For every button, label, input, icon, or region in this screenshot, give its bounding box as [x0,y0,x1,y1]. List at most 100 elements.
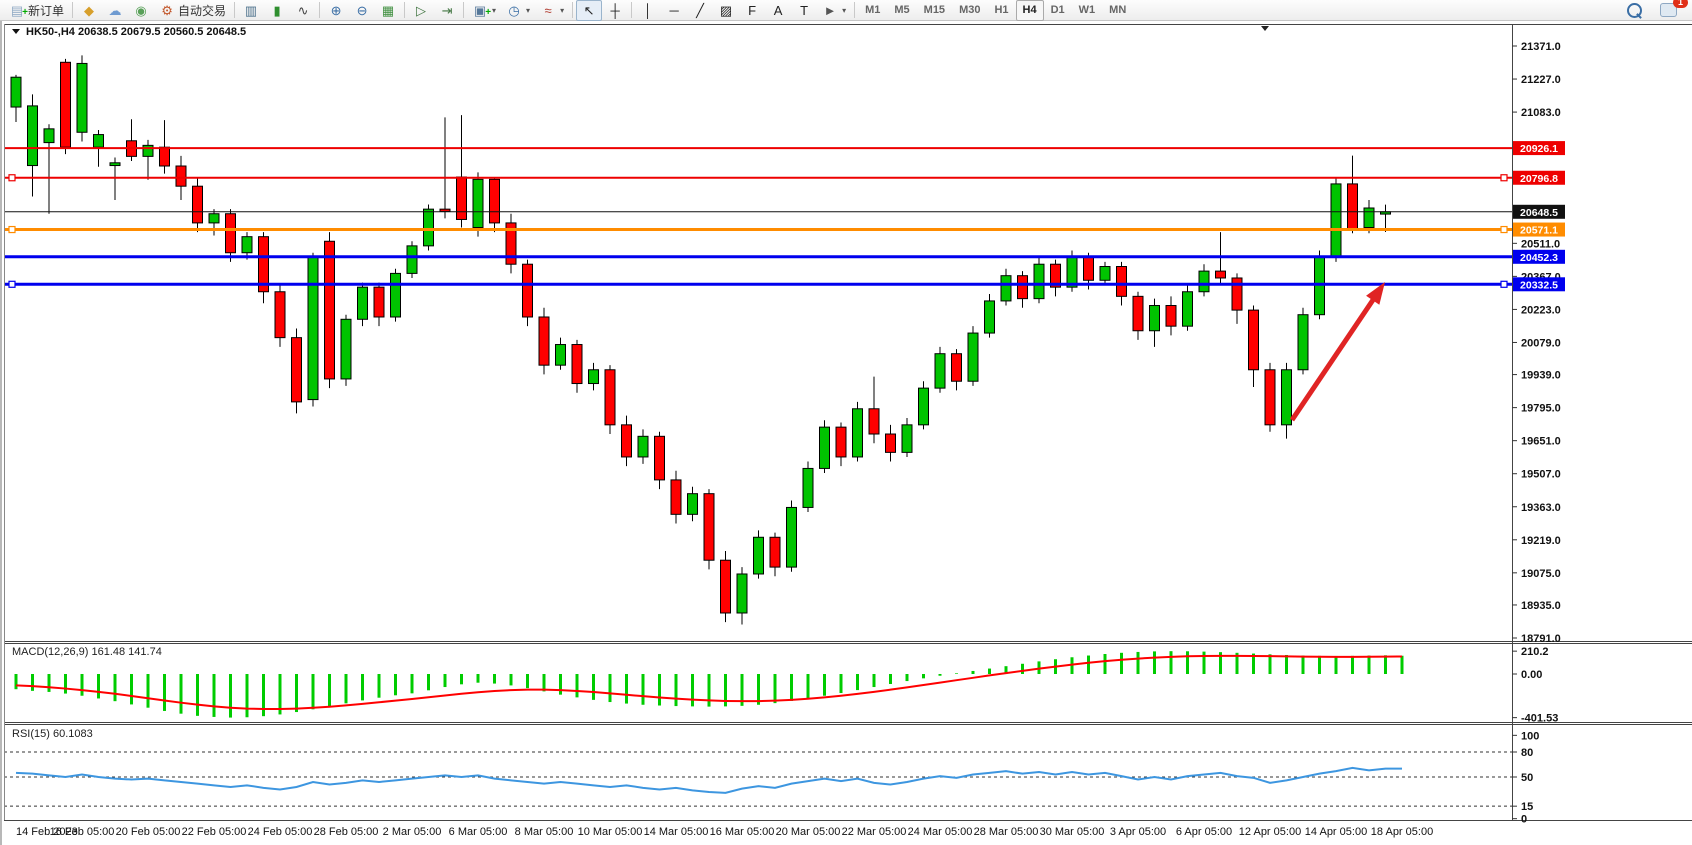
search-button[interactable] [1622,0,1647,21]
macd-scale-label: 0.00 [1521,669,1542,681]
zoom-out-icon: ⊖ [356,2,368,18]
line-anchor [8,174,16,182]
fibonacci-button[interactable]: F [739,0,765,21]
timeframe-mn-button[interactable]: MN [1109,4,1127,16]
channel-icon: ▨ [719,2,733,18]
line-chart-icon: ∿ [297,2,309,18]
arrows-button[interactable]: ► ▾ [817,0,851,21]
candle-body [736,573,748,614]
candle-body [1132,295,1144,332]
candle-body [1099,266,1111,281]
price-badge [1513,204,1565,219]
candle-body [258,236,269,293]
timeframe-d1-button[interactable]: D1 [1050,4,1065,16]
candle-body [984,300,995,334]
rsi-scale-label: 80 [1521,747,1533,759]
candle-body [802,467,814,508]
timeframe-h4-button[interactable]: H4 [1015,0,1044,21]
market-watch-button[interactable]: ◆ [76,0,102,21]
indicators-button[interactable]: ≈ ▾ [535,0,569,21]
new-chart-button[interactable]: ▣ + ▾ [467,0,501,21]
auto-scroll-button[interactable]: ⇥ [434,0,460,21]
text-button[interactable]: A [765,0,791,21]
line-anchor [8,225,16,234]
autotrading-button-label: 自动交易 [178,3,227,18]
toolbar-separator [234,2,236,18]
chevron-down-icon: ▾ [526,5,531,15]
timeframe-m30-button[interactable]: M30 [959,4,981,16]
candle-body [1050,263,1061,288]
rsi-scale-label: 50 [1521,772,1533,784]
timeframe-h1-button[interactable]: H1 [994,4,1009,16]
macd-label: MACD(12,26,9) 161.48 141.74 [12,646,162,658]
candle-body [1231,277,1243,311]
candle-body [967,332,979,382]
cursor-button[interactable]: ↖ [576,0,603,21]
candle-body [852,408,863,458]
axis-tick-label: 19075.0 [1521,568,1561,580]
vertical-line-button[interactable]: │ [635,0,661,21]
zoom-out-button[interactable]: ⊖ [349,0,375,21]
bar-chart-button[interactable]: ▥ [238,0,264,21]
axis-tick-label: 18935.0 [1521,600,1561,612]
time-label: 14 Apr 05:00 [1305,826,1367,838]
candle-body [786,506,797,568]
timeframe-m1-button[interactable]: M1 [865,4,881,16]
channel-button[interactable]: ▨ [713,0,739,21]
toolbar: ▤ + 新订单 ◆ ☁ ◉ ⚙ 自动交易 ▥ ▮ ∿ ⊕ ⊖ ▦ ▷ ⇥ ▣ + ▾ ◷ ▾ ≈ ▾ ↖ ┼ │ ─ ╱ ▨ F A T ► ▾ … [0,0,1692,21]
chart-canvas[interactable]: 21371.021227.021083.020511.020367.020223… [2,21,1692,845]
line-chart-button[interactable]: ∿ [290,0,316,21]
price-badge [1513,222,1565,237]
candle-body [951,353,962,382]
chart-shift-button[interactable]: ▷ [408,0,434,21]
community-button[interactable]: ☁ [102,0,128,21]
price-axis[interactable]: 21371.021227.021083.020511.020367.020223… [1512,41,1565,826]
price-badge-label: 20452.3 [1520,252,1558,264]
candle-body [588,369,599,385]
time-label: 28 Mar 05:00 [974,826,1039,838]
horizontal-line-button[interactable]: ─ [661,0,687,21]
axis-tick-label: 21227.0 [1521,74,1561,86]
candle-body [1165,305,1177,327]
periods-button[interactable]: ◷ ▾ [501,0,535,21]
candle-body [142,144,154,157]
timeframe-m5-button[interactable]: M5 [894,4,910,16]
timeframe-m15-button[interactable]: M15 [923,4,946,16]
crosshair-button[interactable]: ┼ [602,0,628,21]
price-lines [4,147,1512,288]
candle-body [456,176,467,220]
candlestick-chart-button[interactable]: ▮ [264,0,290,21]
toolbar-separator [631,2,633,18]
time-label: 22 Mar 05:00 [842,826,907,838]
candle-body [1083,256,1094,281]
candle-body [1314,256,1325,316]
toolbar-separator [404,2,406,18]
candle-body [109,162,121,167]
candle-body [1198,270,1210,293]
candle-body [423,208,434,247]
new-order-icon: ▤ + [9,2,28,19]
timeframe-w1-button[interactable]: W1 [1078,4,1096,16]
time-label: 18 Apr 05:00 [1371,826,1433,838]
candle-body [1066,256,1078,288]
label-icon: T [800,2,809,18]
candle-body [1281,369,1292,426]
signals-button[interactable]: ◉ [128,0,154,21]
label-button[interactable]: T [791,0,817,21]
new-order-button[interactable]: ▤ + 新订单 [4,0,69,21]
time-label: 24 Mar 05:00 [908,826,973,838]
time-label: 6 Mar 05:00 [449,826,508,838]
candle-body [241,236,253,254]
chart-shift-icon: ▷ [416,2,427,18]
rsi-line [15,766,1403,794]
notification-badge: 1 [1673,0,1688,8]
axis-tick-label: 19219.0 [1521,535,1561,547]
trendline-button[interactable]: ╱ [687,0,713,21]
candle-body [934,353,946,389]
tile-windows-button[interactable]: ▦ [375,0,401,21]
zoom-in-button[interactable]: ⊕ [323,0,349,21]
candle-body [1182,291,1193,327]
notifications-button[interactable]: 1 [1655,0,1688,21]
autotrading-button[interactable]: ⚙ 自动交易 [154,0,231,21]
